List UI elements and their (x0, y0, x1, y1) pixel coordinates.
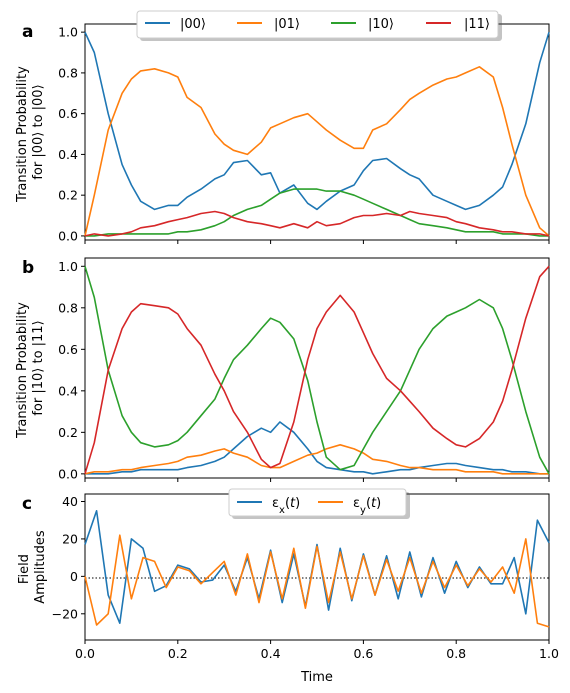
panel-b-ytick-label: 1.0 (58, 259, 78, 274)
panel-c-legend: εx(t) εy(t) (228, 488, 410, 519)
panel-b-ylabel: Transition Probability for |10⟩ to |11⟩ (15, 298, 46, 439)
panel-c-xtick-label: 0.4 (261, 646, 281, 661)
legend-01-label: |01⟩ (274, 17, 300, 32)
panel-b-frame (84, 257, 550, 479)
panel-c-ytick-label: 0 (70, 569, 78, 584)
panel-a-ytick-label: 0.6 (58, 106, 78, 121)
panel-c-xtick-label: 0.8 (446, 646, 466, 661)
panel-c-xtick-label: 1.0 (539, 646, 559, 661)
panel-b-ytick-label: 0.2 (58, 425, 78, 440)
panel-b: b Transition Probability for |10⟩ to |11… (15, 257, 550, 482)
series-line-2 (84, 66, 550, 237)
series-line-3 (85, 188, 549, 237)
panel-c-ytick-label: 40 (62, 494, 78, 509)
panel-a-ylabel: Transition Probability for |00⟩ to |00⟩ (15, 62, 46, 203)
panel-c-ytick-label: −20 (52, 606, 78, 621)
series-line-4 (84, 265, 550, 475)
panel-c: c Field Amplitudes −20 0 20 40 0.0 0.2 0.4 0.6… (17, 488, 559, 685)
panel-c-xtick-label: 0.0 (75, 646, 95, 661)
panel-c-ytick-label: 20 (62, 531, 78, 546)
panel-b-ytick-label: 0.4 (58, 383, 78, 398)
panel-b-letter: b (22, 258, 34, 278)
panel-c-ylabel: Field Amplitudes (17, 530, 48, 604)
panel-a-frame (84, 23, 550, 241)
panel-b-ytick-label: 0.0 (58, 466, 78, 481)
panel-a-ytick-label: 0.0 (58, 228, 78, 243)
panel-b-ytick-label: 0.6 (58, 342, 78, 357)
panel-c-xtick-label: 0.2 (168, 646, 188, 661)
panel-a-ytick-label: 0.2 (58, 188, 78, 203)
panel-a-legend: |00⟩ |01⟩ |10⟩ |11⟩ (136, 10, 502, 41)
panel-b-ytick-label: 0.8 (58, 300, 78, 315)
legend-11-label: |11⟩ (464, 17, 490, 32)
legend-00-label: |00⟩ (180, 17, 206, 32)
series-line-2 (84, 534, 550, 628)
x-axis-label: Time (300, 670, 333, 685)
series-line-2 (84, 443, 549, 475)
panel-a-ytick-label: 1.0 (58, 25, 78, 40)
series-line-4 (84, 210, 550, 237)
series-line-1 (85, 421, 549, 475)
panel-a-ytick-label: 0.4 (58, 147, 78, 162)
series-line-1 (84, 509, 550, 625)
series-line-1 (84, 31, 550, 211)
legend-10-label: |10⟩ (368, 17, 394, 32)
panel-a-ytick-label: 0.8 (58, 65, 78, 80)
panel-a: a Transition Probability for |00⟩ to |00… (15, 10, 550, 244)
series-line-3 (84, 266, 550, 475)
panel-c-xtick-label: 0.6 (353, 646, 373, 661)
panel-c-letter: c (22, 494, 32, 514)
panel-a-letter: a (22, 22, 33, 42)
